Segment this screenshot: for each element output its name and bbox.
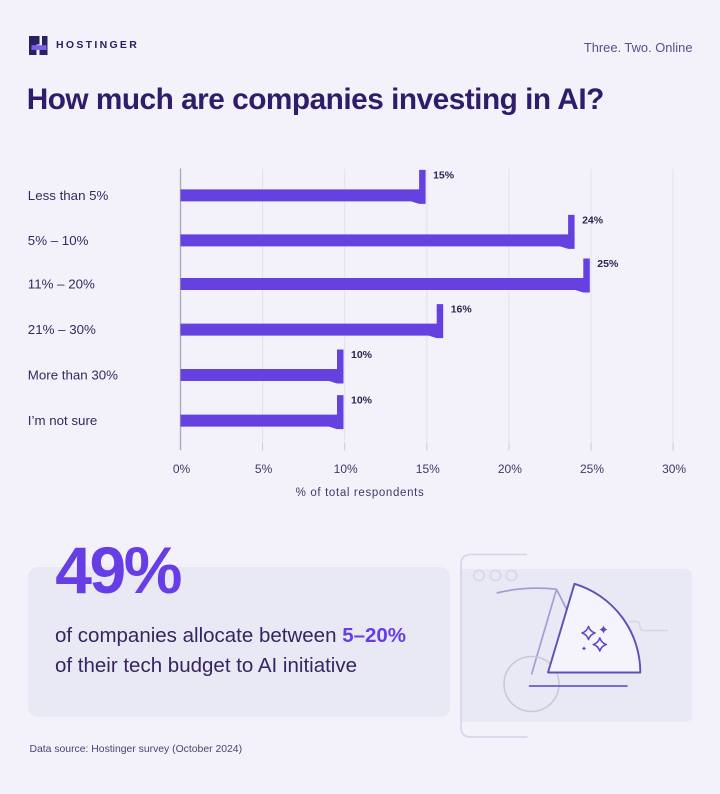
svg-text:% of total respondents: % of total respondents [296, 487, 425, 499]
svg-text:10%: 10% [334, 462, 358, 476]
svg-text:25%: 25% [580, 462, 604, 476]
svg-text:10%: 10% [351, 349, 373, 361]
svg-text:21% – 30%: 21% – 30% [28, 322, 96, 337]
svg-text:24%: 24% [582, 214, 604, 226]
svg-text:15%: 15% [433, 169, 455, 181]
svg-text:5%: 5% [255, 462, 273, 476]
svg-text:16%: 16% [451, 304, 473, 316]
svg-text:0%: 0% [173, 462, 191, 476]
svg-text:11% – 20%: 11% – 20% [28, 277, 95, 292]
svg-text:25%: 25% [597, 258, 619, 270]
svg-text:More than 30%: More than 30% [28, 368, 118, 383]
svg-text:Less than 5%: Less than 5% [28, 188, 109, 203]
svg-text:5% – 10%: 5% – 10% [28, 233, 89, 248]
svg-text:10%: 10% [351, 395, 373, 407]
svg-text:30%: 30% [662, 462, 686, 476]
svg-text:15%: 15% [416, 462, 440, 476]
svg-text:I’m not sure: I’m not sure [28, 413, 97, 428]
svg-text:20%: 20% [498, 462, 522, 476]
